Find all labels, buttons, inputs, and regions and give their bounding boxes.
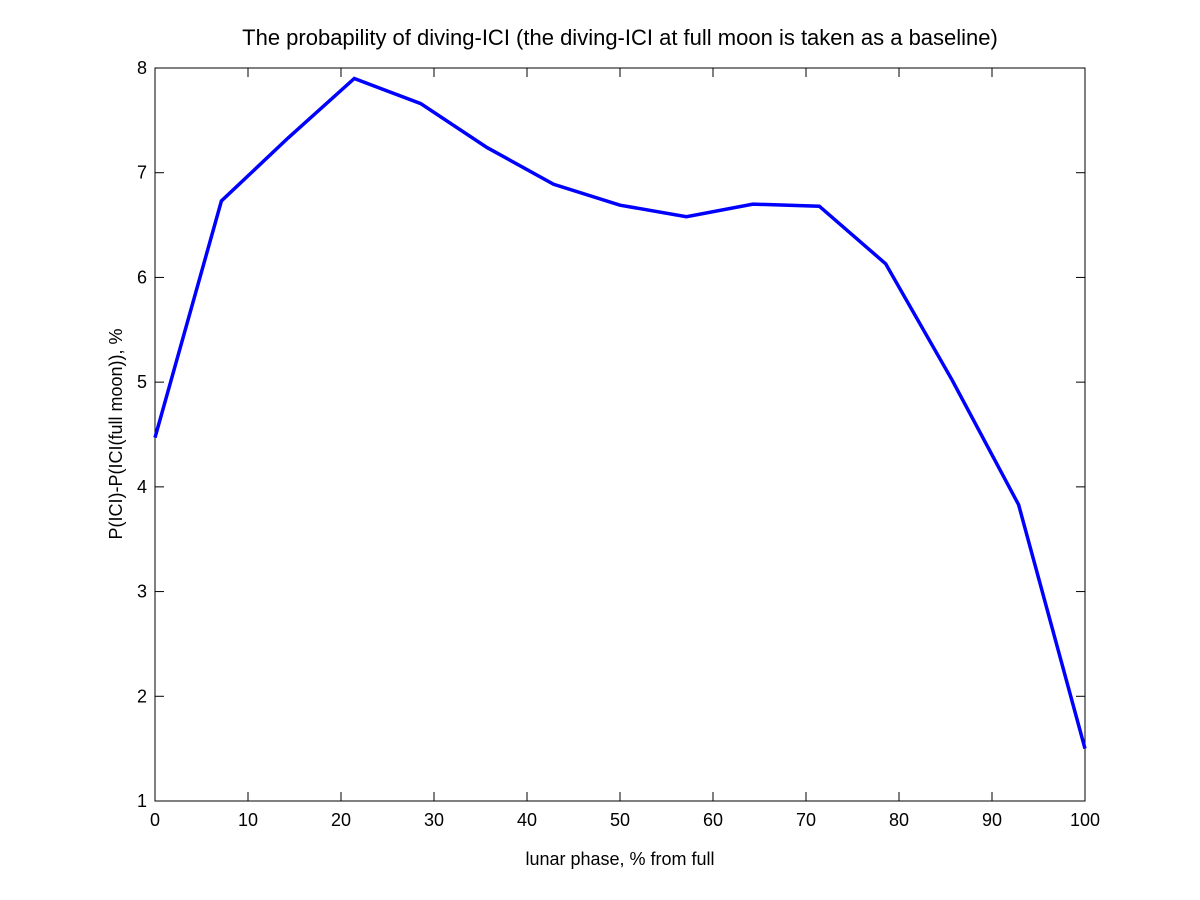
series-line-diving-ici (153, 76, 1087, 750)
x-tick-label: 60 (703, 810, 723, 830)
y-tick-label: 7 (137, 163, 147, 183)
x-tick-label: 80 (889, 810, 909, 830)
x-tick-label: 40 (517, 810, 537, 830)
y-tick-label: 8 (137, 58, 147, 78)
chart-title: The probapility of diving-ICI (the divin… (242, 25, 998, 50)
x-tick-label: 90 (982, 810, 1002, 830)
x-tick-label: 0 (150, 810, 160, 830)
y-tick-label: 3 (137, 582, 147, 602)
x-tick-label: 70 (796, 810, 816, 830)
y-axis-label: P(ICI)-P(ICI(full moon)), % (106, 328, 126, 539)
x-tick-label: 100 (1070, 810, 1100, 830)
x-axis-label: lunar phase, % from full (525, 849, 714, 869)
plot-area (154, 67, 1086, 802)
y-tick-label: 1 (137, 791, 147, 811)
x-tick-label: 50 (610, 810, 630, 830)
x-tick-label: 30 (424, 810, 444, 830)
y-tick-label: 5 (137, 372, 147, 392)
x-tick-label: 20 (331, 810, 351, 830)
x-tick-label: 10 (238, 810, 258, 830)
y-tick-label: 2 (137, 686, 147, 706)
y-tick-label: 4 (137, 477, 147, 497)
y-tick-label: 6 (137, 267, 147, 287)
